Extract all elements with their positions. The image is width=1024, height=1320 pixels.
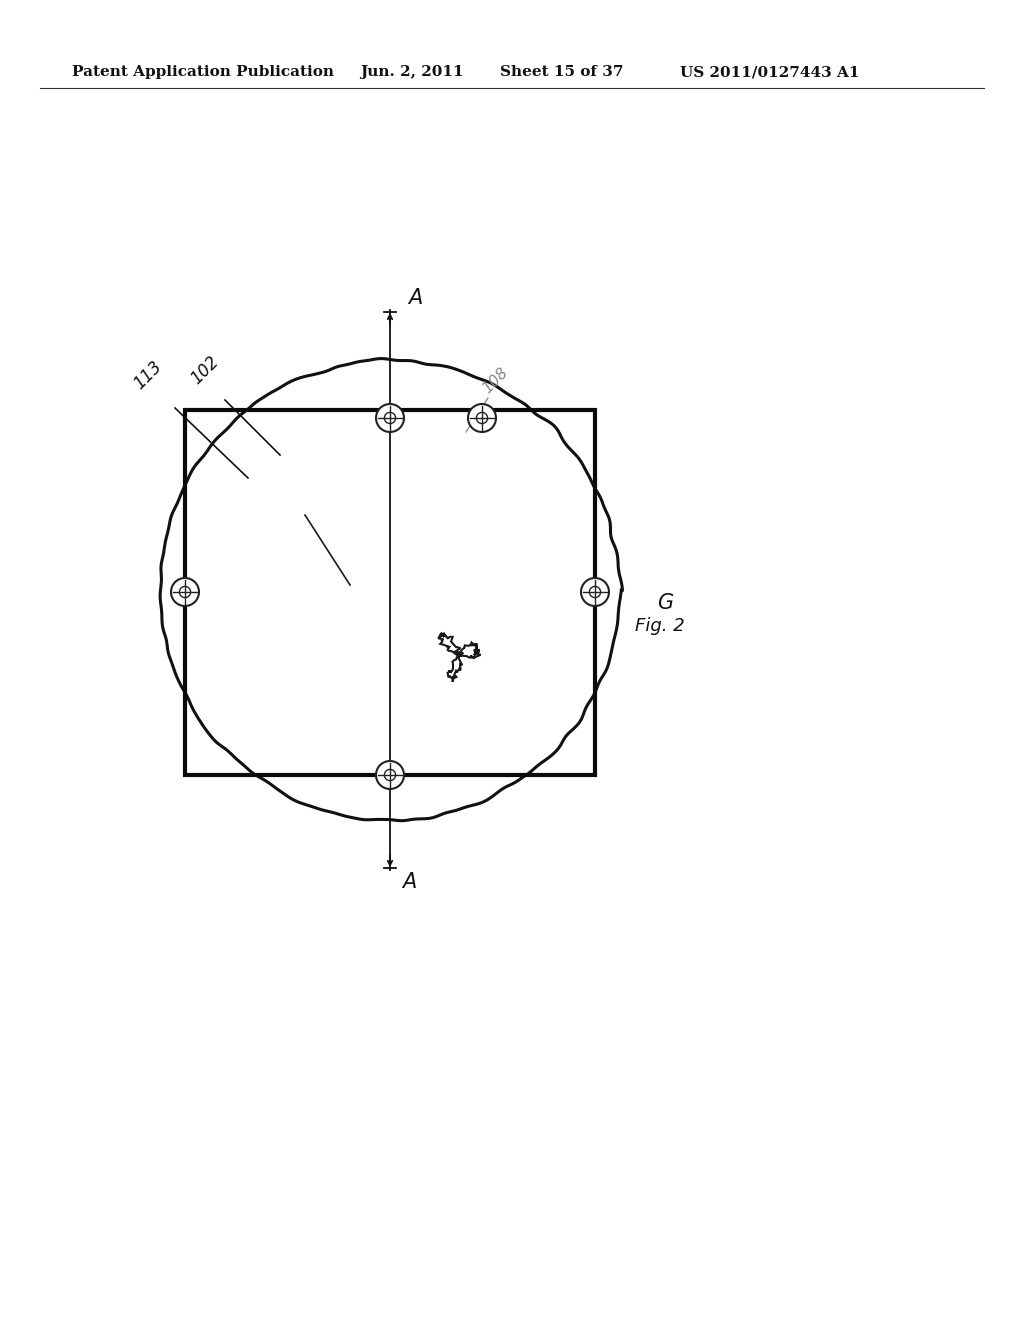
Circle shape [376, 404, 404, 432]
Circle shape [376, 762, 404, 789]
Text: Jun. 2, 2011: Jun. 2, 2011 [360, 65, 464, 79]
Text: Sheet 15 of 37: Sheet 15 of 37 [500, 65, 624, 79]
Text: G: G [657, 593, 673, 612]
Text: 102: 102 [187, 352, 222, 388]
Text: A: A [408, 288, 422, 308]
Text: Patent Application Publication: Patent Application Publication [72, 65, 334, 79]
Text: 108: 108 [479, 364, 511, 396]
Text: A: A [402, 873, 416, 892]
Text: Fig. 2: Fig. 2 [635, 616, 685, 635]
Bar [185, 411, 595, 775]
Circle shape [468, 404, 496, 432]
Text: US 2011/0127443 A1: US 2011/0127443 A1 [680, 65, 859, 79]
Text: 113: 113 [130, 358, 166, 392]
Circle shape [581, 578, 609, 606]
Circle shape [171, 578, 199, 606]
